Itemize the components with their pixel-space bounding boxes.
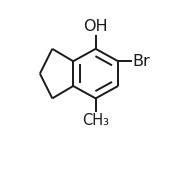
Text: Br: Br	[133, 54, 151, 69]
Text: CH₃: CH₃	[82, 113, 109, 128]
Text: OH: OH	[83, 19, 108, 34]
